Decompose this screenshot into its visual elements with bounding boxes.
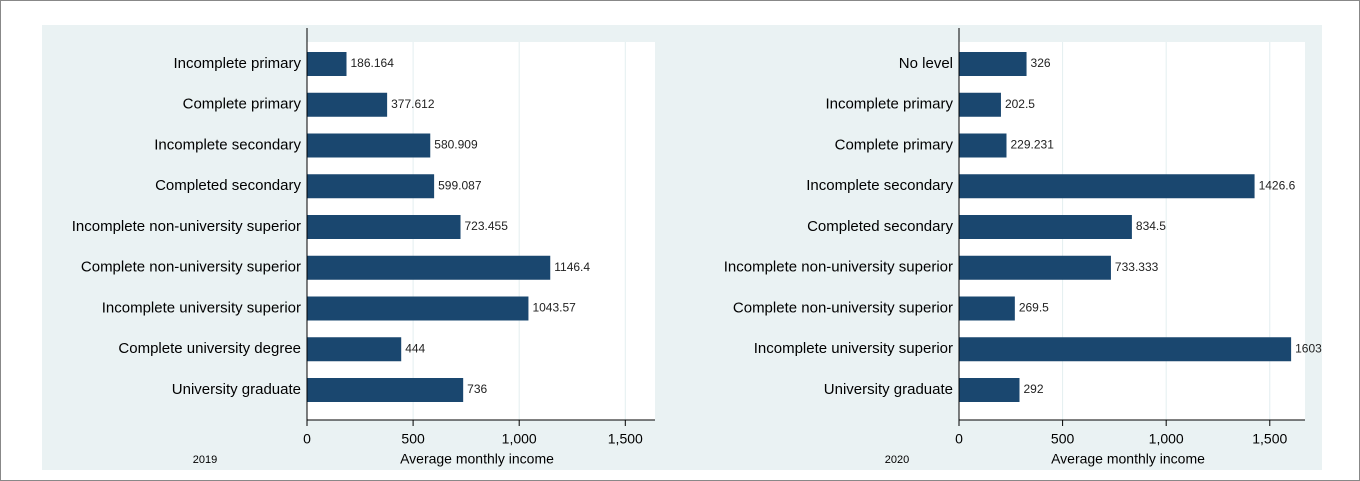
value-label: 1603 [1295, 341, 1322, 355]
panel-title: 2019 [193, 454, 217, 466]
value-label: 269.5 [1019, 301, 1049, 315]
category-label: Incomplete university superior [754, 340, 953, 357]
category-label: Complete primary [835, 136, 954, 153]
bar [959, 52, 1027, 76]
bar [307, 133, 431, 158]
x-tick-label: 1,000 [1149, 431, 1184, 447]
x-tick-label: 0 [955, 431, 963, 447]
x-tick-label: 0 [303, 431, 311, 447]
value-label: 377.612 [391, 97, 435, 111]
bar [959, 174, 1255, 199]
x-axis-title: Average monthly income [1051, 451, 1205, 467]
bar [959, 378, 1020, 402]
bar [959, 337, 1292, 362]
value-label: 599.087 [438, 178, 482, 192]
x-tick-label: 500 [401, 431, 425, 447]
category-label: Completed secondary [807, 218, 953, 235]
category-label: Incomplete secondary [154, 136, 301, 153]
x-axis-title: Average monthly income [400, 451, 554, 467]
category-label: Incomplete primary [825, 96, 953, 113]
category-label: Incomplete non-university superior [72, 218, 301, 235]
category-label: Incomplete non-university superior [724, 259, 953, 276]
value-label: 580.909 [434, 138, 478, 152]
value-label: 444 [405, 341, 425, 355]
value-label: 326 [1031, 56, 1051, 70]
value-label: 186.164 [351, 56, 395, 70]
value-label: 723.455 [465, 219, 509, 233]
x-tick-label: 1,500 [608, 431, 643, 447]
bar [307, 337, 402, 362]
bar [959, 133, 1007, 158]
bar [959, 215, 1132, 239]
value-label: 834.5 [1136, 219, 1166, 233]
bar [307, 378, 464, 402]
bar [959, 92, 1001, 117]
x-tick-label: 1,000 [502, 431, 537, 447]
category-label: Complete university degree [118, 340, 301, 357]
bar [959, 255, 1111, 280]
value-label: 292 [1023, 382, 1043, 396]
category-label: University graduate [824, 381, 953, 398]
bar [307, 296, 529, 321]
category-label: University graduate [172, 381, 301, 398]
bar [307, 92, 388, 117]
x-tick-label: 500 [1051, 431, 1075, 447]
category-label: Incomplete primary [173, 55, 301, 72]
category-label: Incomplete university superior [102, 299, 301, 316]
value-label: 1426.6 [1259, 178, 1296, 192]
category-label: Completed secondary [155, 177, 301, 194]
bar [307, 174, 435, 199]
value-label: 736 [467, 382, 487, 396]
category-label: Complete non-university superior [81, 259, 301, 276]
value-label: 1146.4 [554, 260, 590, 274]
panel-title: 2020 [885, 454, 909, 466]
x-tick-label: 1,500 [1252, 431, 1287, 447]
value-label: 1043.57 [532, 301, 576, 315]
value-label: 229.231 [1010, 138, 1054, 152]
category-label: Incomplete secondary [806, 177, 953, 194]
category-label: Complete primary [183, 96, 302, 113]
bar [307, 215, 461, 239]
value-label: 202.5 [1005, 97, 1035, 111]
category-label: No level [899, 55, 953, 72]
bar [307, 255, 551, 280]
bar [307, 52, 347, 76]
value-label: 733.333 [1115, 260, 1159, 274]
bar [959, 296, 1015, 321]
category-label: Complete non-university superior [733, 299, 953, 316]
